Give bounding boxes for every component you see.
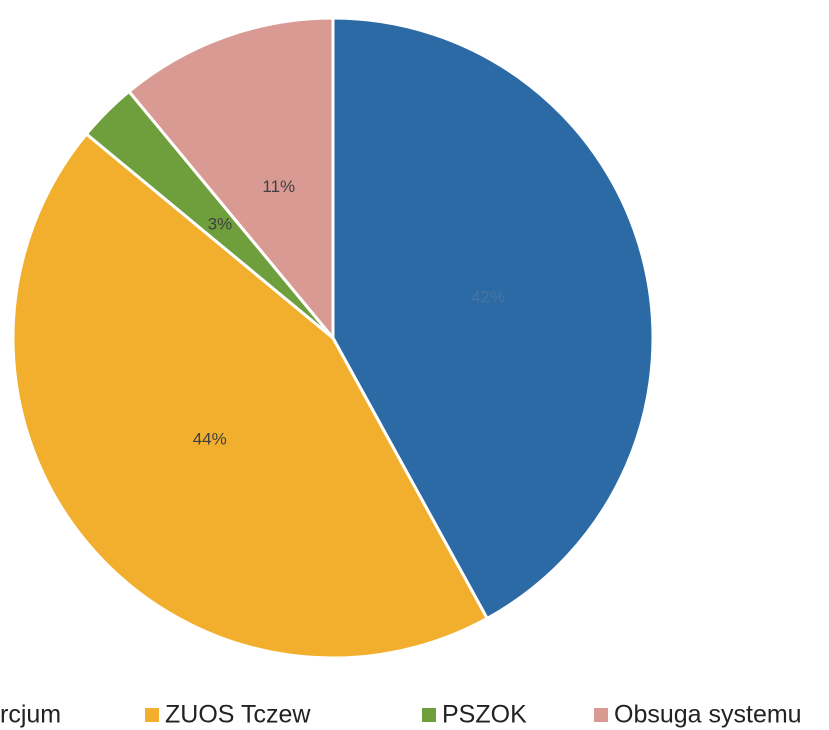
pie-slice — [331, 16, 655, 621]
legend-label: PSZOK — [442, 701, 527, 729]
legend-swatch — [422, 708, 436, 722]
legend-label: rcjum — [0, 701, 61, 729]
legend-label: ZUOS Tczew — [165, 701, 311, 729]
legend-label: Obsuga systemu — [614, 701, 802, 729]
legend-swatch — [594, 708, 608, 722]
data-label: 42% — [471, 288, 505, 307]
pie-slice — [11, 131, 490, 660]
legend-swatch — [145, 708, 159, 722]
data-label: 3% — [208, 214, 233, 233]
data-label: 44% — [193, 429, 227, 448]
pie-slice — [126, 16, 335, 343]
data-label: 11% — [262, 177, 295, 196]
